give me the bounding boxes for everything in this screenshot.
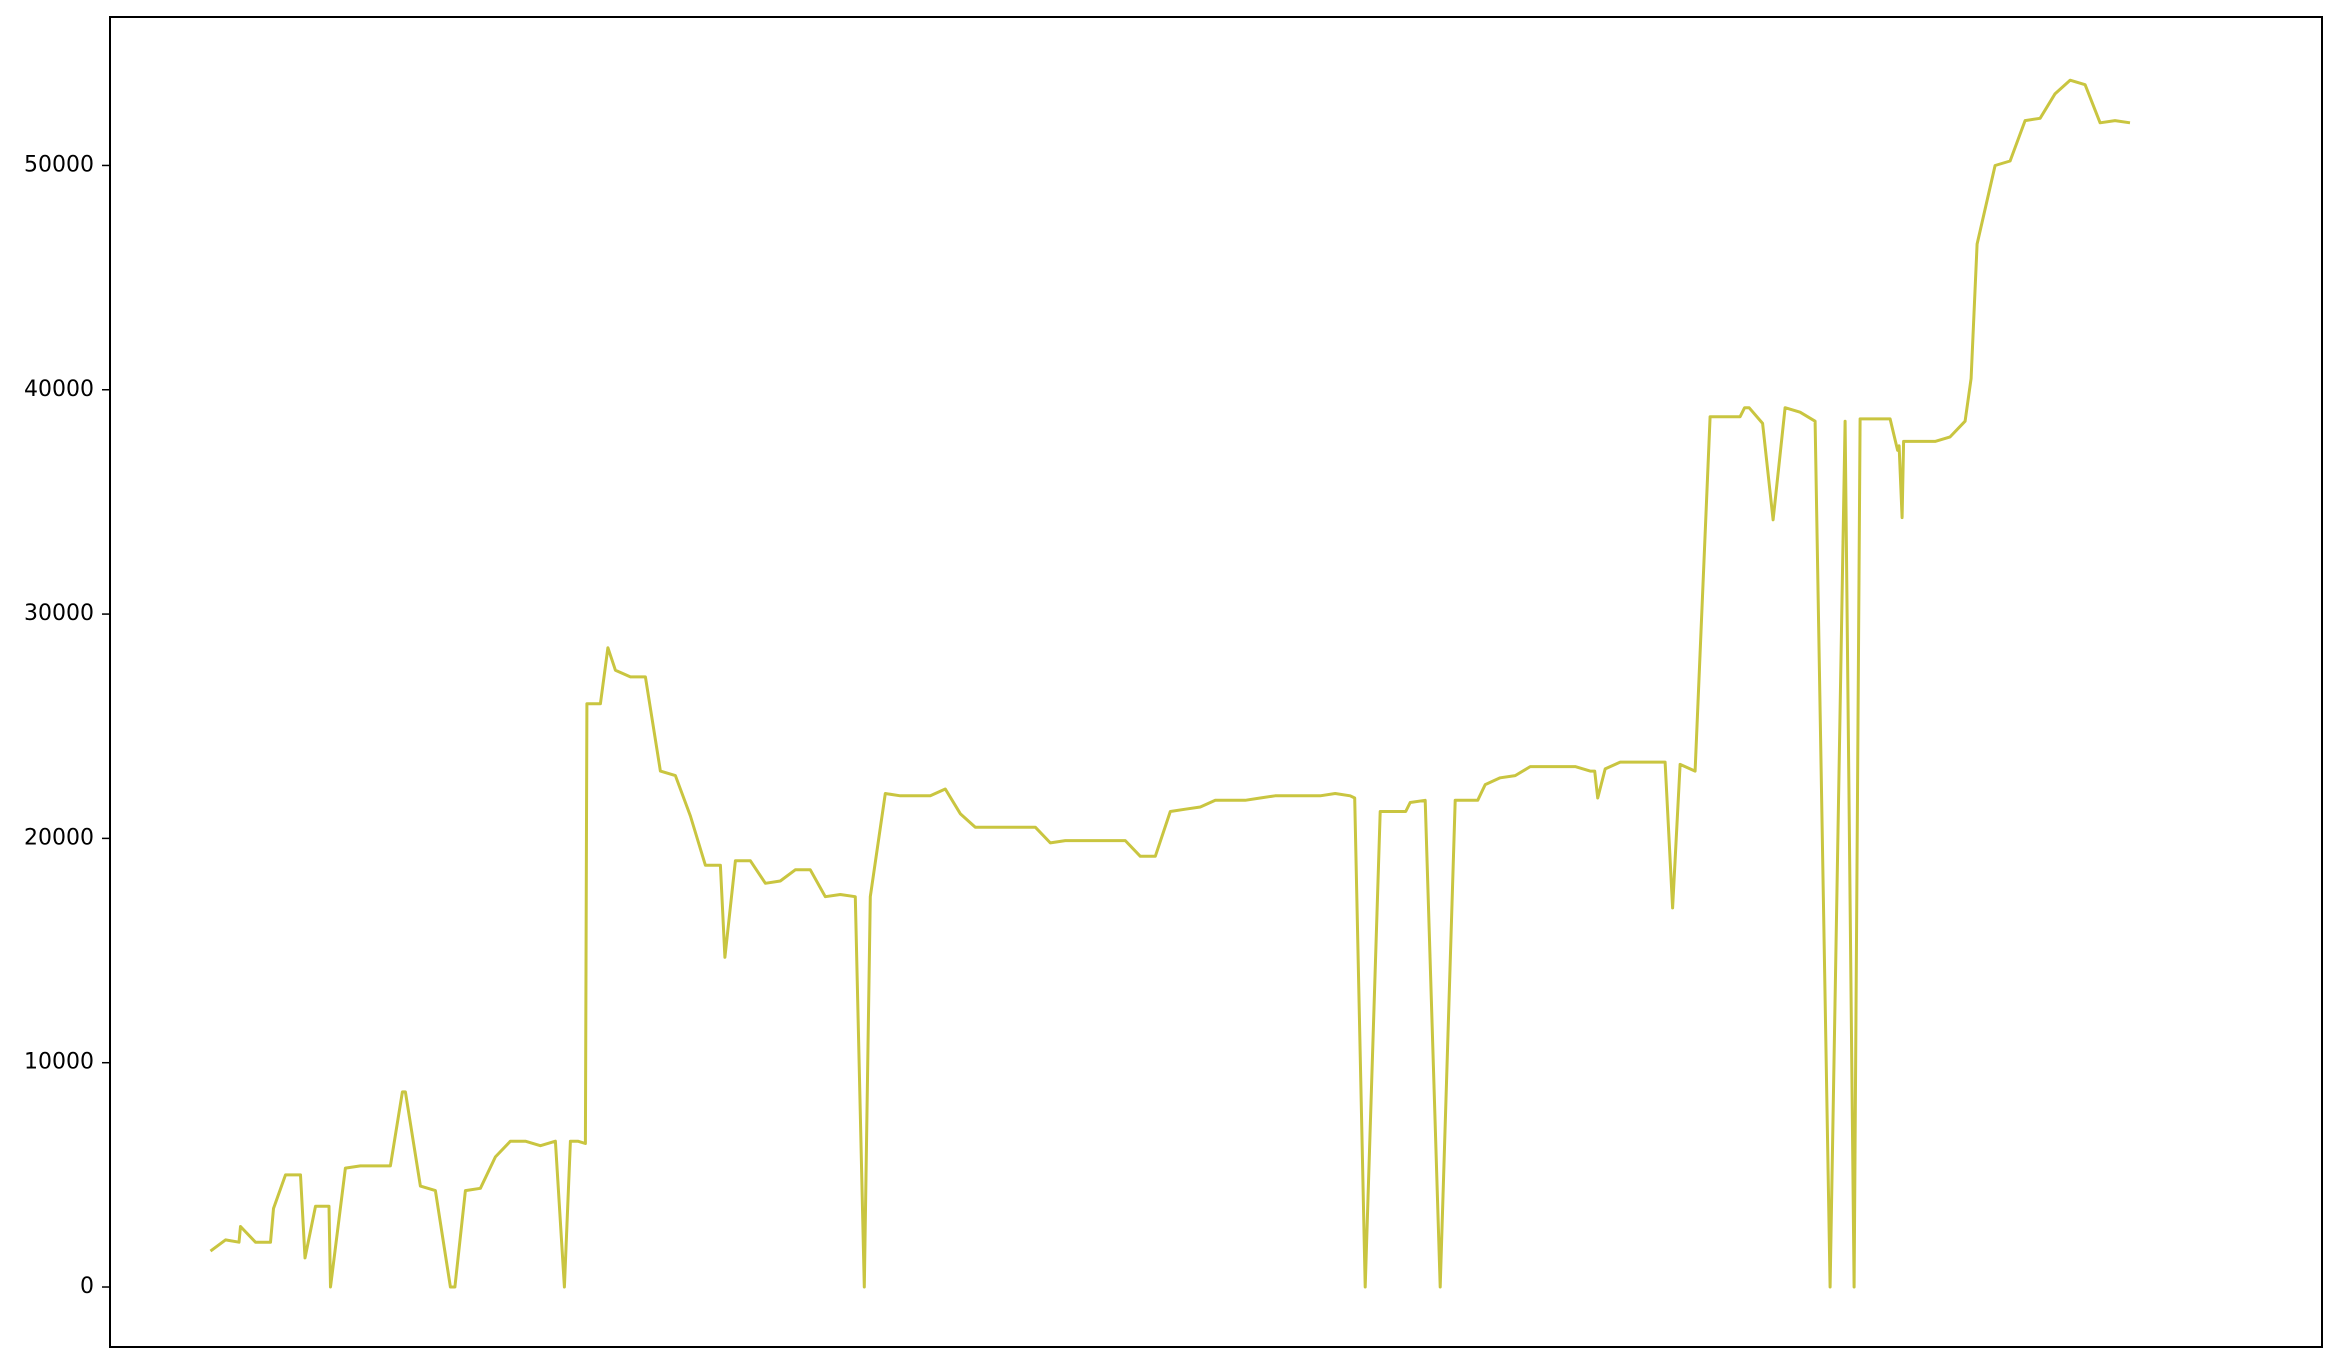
y-tick-label: 10000 (24, 1050, 94, 1075)
data-line (209, 78, 2131, 1289)
plot-frame (109, 16, 2323, 1348)
y-tick-label: 30000 (24, 601, 94, 626)
y-tick-label: 40000 (24, 377, 94, 402)
y-tick-label: 0 (80, 1274, 94, 1299)
y-tick-label: 20000 (24, 825, 94, 850)
y-tick-label: 50000 (24, 152, 94, 177)
